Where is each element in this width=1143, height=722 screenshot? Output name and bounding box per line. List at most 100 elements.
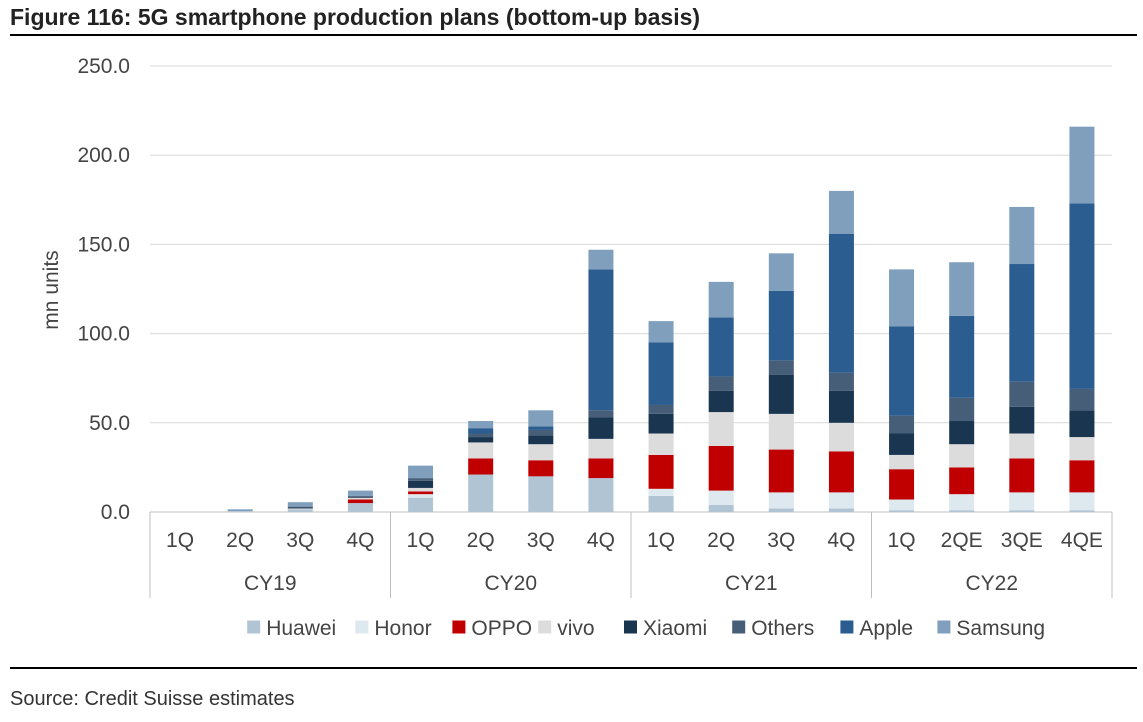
legend-swatch-samsung [937, 620, 951, 634]
bar-segment-huawei [828, 508, 854, 512]
bar-segment-vivo [287, 508, 313, 510]
bar-segment-xiaomi [1069, 410, 1095, 438]
x-tick-label: 4Q [587, 529, 615, 552]
bar-segment-samsung [889, 269, 915, 327]
bar-segment-oppo [408, 491, 434, 495]
bar-segment-samsung [588, 249, 614, 270]
x-tick-label: 1Q [166, 529, 194, 552]
x-tick-label: 4QE [1061, 529, 1103, 552]
bar-segment-oppo [528, 460, 554, 477]
bar-segment-huawei [408, 497, 434, 512]
bar-segment-vivo [1009, 433, 1035, 459]
legend: Huawei Honor OPPO vivo Xiaomi Others Apple Sams… [247, 617, 1045, 640]
bar-segment-samsung [828, 190, 854, 234]
bar-segment-others [768, 360, 794, 375]
bar-segment-xiaomi [1009, 406, 1035, 434]
bar-segment-honor [828, 492, 854, 509]
bar-segment-samsung [949, 262, 975, 316]
bar-segment-honor [889, 499, 915, 511]
bars [227, 126, 1095, 512]
bar-segment-oppo [828, 451, 854, 493]
x-group-label: CY19 [244, 572, 297, 595]
bar-segment-vivo [949, 444, 975, 468]
bar-segment-others [1009, 381, 1035, 407]
bar-segment-samsung [648, 321, 674, 343]
bar-segment-others [648, 404, 674, 414]
legend-label-samsung: Samsung [956, 617, 1045, 640]
y-tick-label: 150.0 [77, 233, 130, 256]
bar-segment-oppo [949, 467, 975, 495]
legend-swatch-vivo [538, 620, 552, 634]
bar-segment-huawei [1069, 510, 1095, 512]
bar-segment-others [468, 433, 494, 438]
bar-segment-oppo [347, 499, 373, 504]
x-tick-label: 2QE [941, 529, 983, 552]
stacked-bar-chart: 0.0 50.0 100.0 150.0 200.0 250.0 1Q 2Q 3Q 4Q 1Q 2Q 3… [40, 55, 1113, 640]
bar-segment-others [1069, 388, 1095, 411]
x-tick-label: 4Q [346, 529, 374, 552]
bar-segment-huawei [949, 510, 975, 512]
legend-swatch-others [732, 620, 746, 634]
bar-segment-samsung [528, 410, 554, 427]
bar-segment-vivo [347, 497, 373, 500]
bar-segment-others [949, 397, 975, 422]
bar-segment-honor [708, 490, 734, 505]
bar-segment-oppo [468, 458, 494, 475]
bar-segment-xiaomi [768, 374, 794, 414]
bar-segment-others [287, 506, 313, 508]
legend-label-huawei: Huawei [266, 617, 336, 640]
bar-segment-xiaomi [347, 496, 373, 498]
bar-segment-huawei [287, 509, 313, 512]
bar-segment-oppo [1069, 460, 1095, 493]
y-axis-label: mn units [40, 250, 63, 329]
bar-segment-others [528, 429, 554, 436]
x-tick-label: 1Q [647, 529, 675, 552]
bar-segment-vivo [768, 413, 794, 450]
bar-segment-apple [1009, 264, 1035, 382]
bar-segment-apple [708, 317, 734, 377]
x-tick-label: 3Q [767, 529, 795, 552]
bar-segment-others [347, 495, 373, 497]
bar-segment-honor [768, 492, 794, 509]
bar-segment-vivo [648, 433, 674, 455]
bar-segment-vivo [408, 487, 434, 492]
x-tick-label: 3Q [286, 529, 314, 552]
y-tick-label: 0.0 [101, 501, 130, 524]
y-tick-label: 100.0 [77, 323, 130, 346]
bar-segment-samsung [768, 253, 794, 291]
bar-segment-apple [1069, 203, 1095, 389]
legend-label-apple: Apple [859, 617, 913, 640]
bar-segment-huawei [768, 508, 794, 512]
x-tick-label: 4Q [827, 529, 855, 552]
bar-segment-honor [1009, 492, 1035, 511]
legend-label-others: Others [751, 617, 814, 640]
bar-segment-xiaomi [648, 413, 674, 434]
bar-segment-honor [1069, 492, 1095, 511]
x-tick-label: 3QE [1001, 529, 1043, 552]
legend-swatch-apple [840, 620, 854, 634]
bar-segment-huawei [468, 474, 494, 512]
bar-segment-apple [889, 326, 915, 416]
legend-label-honor: Honor [374, 617, 431, 640]
bar-segment-xiaomi [588, 417, 614, 439]
bar-segment-vivo [528, 444, 554, 461]
axes: 0.0 50.0 100.0 150.0 200.0 250.0 1Q 2Q 3Q 4Q 1Q 2Q 3… [77, 55, 1113, 598]
bar-segment-others [408, 478, 434, 481]
bar-segment-honor [408, 494, 434, 498]
bar-segment-vivo [1069, 437, 1095, 461]
bar-segment-others [828, 372, 854, 391]
bar-segment-huawei [708, 504, 734, 512]
bar-segment-xiaomi [828, 390, 854, 423]
figure-title: Figure 116: 5G smartphone production pla… [10, 4, 701, 30]
source-note: Source: Credit Suisse estimates [10, 688, 295, 710]
bar-segment-oppo [648, 454, 674, 489]
x-tick-label: 1Q [888, 529, 916, 552]
x-tick-label: 1Q [407, 529, 435, 552]
legend-swatch-xiaomi [624, 620, 637, 634]
bar-segment-apple [528, 426, 554, 430]
legend-swatch-honor [355, 620, 369, 634]
bar-segment-apple [588, 269, 614, 411]
x-tick-label: 2Q [226, 529, 254, 552]
bar-segment-honor [648, 488, 674, 496]
bar-segment-samsung [1069, 126, 1095, 204]
